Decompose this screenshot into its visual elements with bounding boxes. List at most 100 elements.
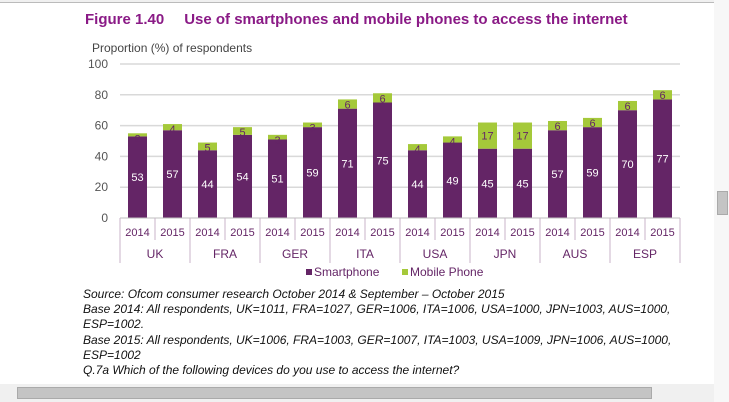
bar-mobile-phone	[478, 122, 497, 149]
data-label-smartphone: 70	[621, 159, 633, 171]
data-label-mobile-phone: 3	[274, 135, 280, 147]
bar-smartphone	[233, 134, 252, 218]
y-tick-label: 40	[95, 149, 109, 163]
bar-smartphone	[583, 127, 602, 218]
x-group-label: ITA	[356, 247, 374, 261]
data-label-smartphone: 45	[516, 178, 528, 190]
x-tick-year-label: 2015	[580, 227, 604, 239]
x-tick-year-label: 2014	[195, 227, 219, 239]
data-label-smartphone: 51	[271, 174, 283, 186]
y-tick-label: 0	[101, 211, 108, 225]
x-group-label: FRA	[213, 247, 237, 261]
bar-smartphone	[338, 108, 357, 218]
stacked-bar-chart: 0204060801005322014574201544520145452015…	[88, 57, 681, 279]
data-label-mobile-phone: 6	[589, 118, 595, 130]
x-tick-year-label: 2015	[160, 227, 184, 239]
x-group-label: AUS	[563, 247, 588, 261]
horizontal-scrollbar-thumb[interactable]	[17, 387, 652, 399]
data-label-smartphone: 49	[446, 175, 458, 187]
data-label-smartphone: 53	[131, 172, 143, 184]
x-tick-year-label: 2015	[230, 227, 254, 239]
bar-mobile-phone	[653, 90, 672, 100]
bar-smartphone	[198, 150, 217, 218]
x-group-label: UK	[147, 247, 164, 261]
x-group-label: USA	[423, 247, 448, 261]
bar-smartphone	[303, 127, 322, 218]
legend-label: Mobile Phone	[410, 265, 484, 279]
data-label-mobile-phone: 5	[239, 127, 245, 139]
bar-mobile-phone	[548, 120, 567, 131]
source-note: Source: Ofcom consumer research October …	[83, 287, 505, 301]
figure-title: Figure 1.40 Use of smartphones and mobile…	[85, 11, 628, 28]
bar-smartphone	[163, 130, 182, 218]
y-axis-label: Proportion (%) of respondents	[92, 41, 253, 55]
question-note: Q.7a Which of the following devices do y…	[83, 363, 460, 378]
bar-smartphone	[128, 136, 147, 218]
x-tick-year-label: 2015	[650, 227, 674, 239]
bar-mobile-phone	[268, 134, 287, 140]
x-tick-year-label: 2015	[510, 227, 534, 239]
data-label-mobile-phone: 6	[344, 99, 350, 111]
chart-notes: Source: Ofcom consumer research October …	[83, 287, 703, 378]
bar-mobile-phone	[233, 127, 252, 135]
data-label-mobile-phone: 17	[516, 131, 528, 143]
bar-smartphone	[653, 99, 672, 218]
bar-smartphone	[268, 139, 287, 218]
x-group-label: GER	[282, 247, 308, 261]
bar-mobile-phone	[303, 122, 322, 128]
legend-label: Smartphone	[314, 265, 380, 279]
y-tick-label: 100	[88, 57, 108, 71]
bar-mobile-phone	[373, 93, 392, 103]
bar-mobile-phone	[583, 117, 602, 128]
data-label-smartphone: 59	[586, 168, 598, 180]
data-label-smartphone: 44	[201, 179, 213, 191]
bar-mobile-phone	[128, 133, 147, 137]
bar-smartphone	[478, 148, 497, 218]
bar-smartphone	[618, 110, 637, 218]
figure-title-text: Use of smartphones and mobile phones to …	[184, 11, 628, 28]
bar-smartphone	[373, 102, 392, 218]
x-group-label: ESP	[633, 247, 657, 261]
data-label-mobile-phone: 17	[481, 131, 493, 143]
bar-mobile-phone	[338, 99, 357, 109]
x-tick-year-label: 2014	[475, 227, 499, 239]
bar-smartphone	[548, 130, 567, 218]
data-label-smartphone: 75	[376, 155, 388, 167]
data-label-smartphone: 59	[306, 168, 318, 180]
data-label-mobile-phone: 4	[449, 136, 455, 148]
bar-smartphone	[408, 150, 427, 218]
data-label-smartphone: 71	[341, 158, 353, 170]
x-tick-year-label: 2014	[405, 227, 429, 239]
x-tick-year-label: 2015	[440, 227, 464, 239]
data-label-mobile-phone: 4	[169, 124, 175, 136]
x-tick-year-label: 2014	[545, 227, 569, 239]
x-tick-year-label: 2014	[335, 227, 359, 239]
bar-smartphone	[513, 148, 532, 218]
data-label-mobile-phone: 6	[624, 101, 630, 113]
vertical-scrollbar-thumb[interactable]	[717, 191, 728, 215]
legend-swatch	[402, 269, 408, 275]
data-label-mobile-phone: 6	[379, 93, 385, 105]
bar-mobile-phone	[163, 124, 182, 131]
bar-mobile-phone	[513, 122, 532, 149]
x-group-label: JPN	[494, 247, 517, 261]
data-label-smartphone: 44	[411, 179, 423, 191]
base-2014-note: Base 2014: All respondents, UK=1011, FRA…	[83, 302, 671, 332]
x-tick-year-label: 2015	[300, 227, 324, 239]
data-label-mobile-phone: 2	[134, 133, 140, 145]
data-label-mobile-phone: 6	[659, 90, 665, 102]
bar-mobile-phone	[618, 100, 637, 111]
x-tick-year-label: 2014	[265, 227, 289, 239]
data-label-smartphone: 57	[166, 169, 178, 181]
data-label-mobile-phone: 5	[204, 143, 210, 155]
data-label-smartphone: 77	[656, 154, 668, 166]
x-tick-year-label: 2015	[370, 227, 394, 239]
legend-swatch	[306, 269, 312, 275]
data-label-smartphone: 45	[481, 178, 493, 190]
x-tick-year-label: 2014	[125, 227, 149, 239]
y-tick-label: 80	[95, 88, 109, 102]
data-label-mobile-phone: 3	[309, 123, 315, 135]
data-label-mobile-phone: 6	[554, 121, 560, 133]
y-tick-label: 60	[95, 119, 109, 133]
base-2015-note: Base 2015: All respondents, UK=1006, FRA…	[83, 332, 672, 362]
